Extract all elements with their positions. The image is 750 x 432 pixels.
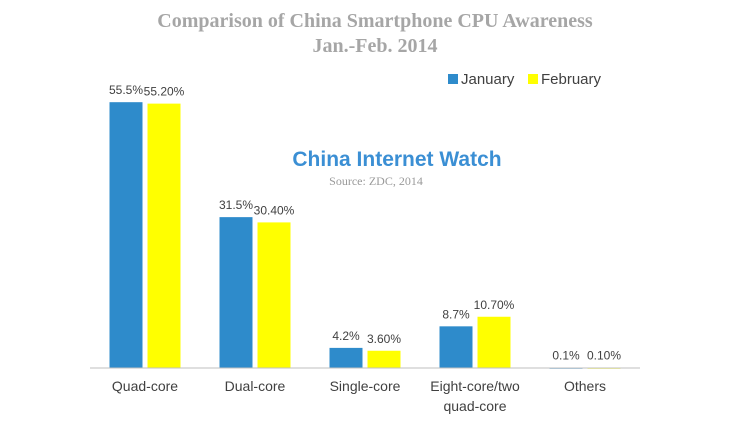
legend-label-february: February bbox=[541, 71, 602, 88]
value-label-january-4: 0.1% bbox=[552, 349, 580, 363]
watermark-source: Source: ZDC, 2014 bbox=[329, 174, 423, 188]
value-label-january-3: 8.7% bbox=[442, 307, 470, 321]
legend-swatch-january bbox=[448, 74, 458, 84]
value-label-january-1: 31.5% bbox=[219, 198, 253, 212]
legend-swatch-february bbox=[528, 74, 538, 84]
value-label-february-4: 0.10% bbox=[587, 349, 621, 363]
bar-january-3 bbox=[439, 326, 473, 368]
category-label-3-line2: quad-core bbox=[443, 398, 506, 414]
bars bbox=[109, 102, 621, 369]
value-label-february-2: 3.60% bbox=[367, 332, 401, 346]
value-label-february-0: 55.20% bbox=[144, 85, 185, 99]
category-label-1: Dual-core bbox=[225, 378, 286, 394]
value-label-january-0: 55.5% bbox=[109, 83, 143, 97]
category-labels: Quad-core Dual-core Single-core Eight-core/… bbox=[112, 378, 606, 414]
category-label-3: Eight-core/two bbox=[430, 378, 520, 394]
bar-january-2 bbox=[329, 347, 363, 368]
chart-title: Comparison of China Smartphone CPU Aware… bbox=[157, 10, 593, 32]
bar-february-2 bbox=[367, 350, 401, 368]
legend: January February bbox=[448, 71, 602, 88]
legend-label-january: January bbox=[461, 71, 515, 88]
category-label-0: Quad-core bbox=[112, 378, 178, 394]
watermark-brand: China Internet Watch bbox=[292, 148, 501, 171]
bar-january-0 bbox=[109, 102, 143, 369]
value-labels: 55.5% 55.20% 31.5% 30.40% 4.2% 3.60% 8.7% 10.70… bbox=[109, 83, 621, 362]
bar-february-3 bbox=[477, 316, 511, 368]
value-label-february-3: 10.70% bbox=[474, 298, 515, 312]
value-label-february-1: 30.40% bbox=[254, 203, 295, 217]
category-label-4: Others bbox=[564, 378, 606, 394]
value-label-january-2: 4.2% bbox=[332, 329, 360, 343]
category-label-2: Single-core bbox=[330, 378, 401, 394]
bar-february-1 bbox=[257, 222, 291, 368]
bar-february-0 bbox=[147, 103, 181, 368]
bar-january-1 bbox=[219, 217, 253, 368]
chart-subtitle: Jan.-Feb. 2014 bbox=[313, 35, 438, 57]
